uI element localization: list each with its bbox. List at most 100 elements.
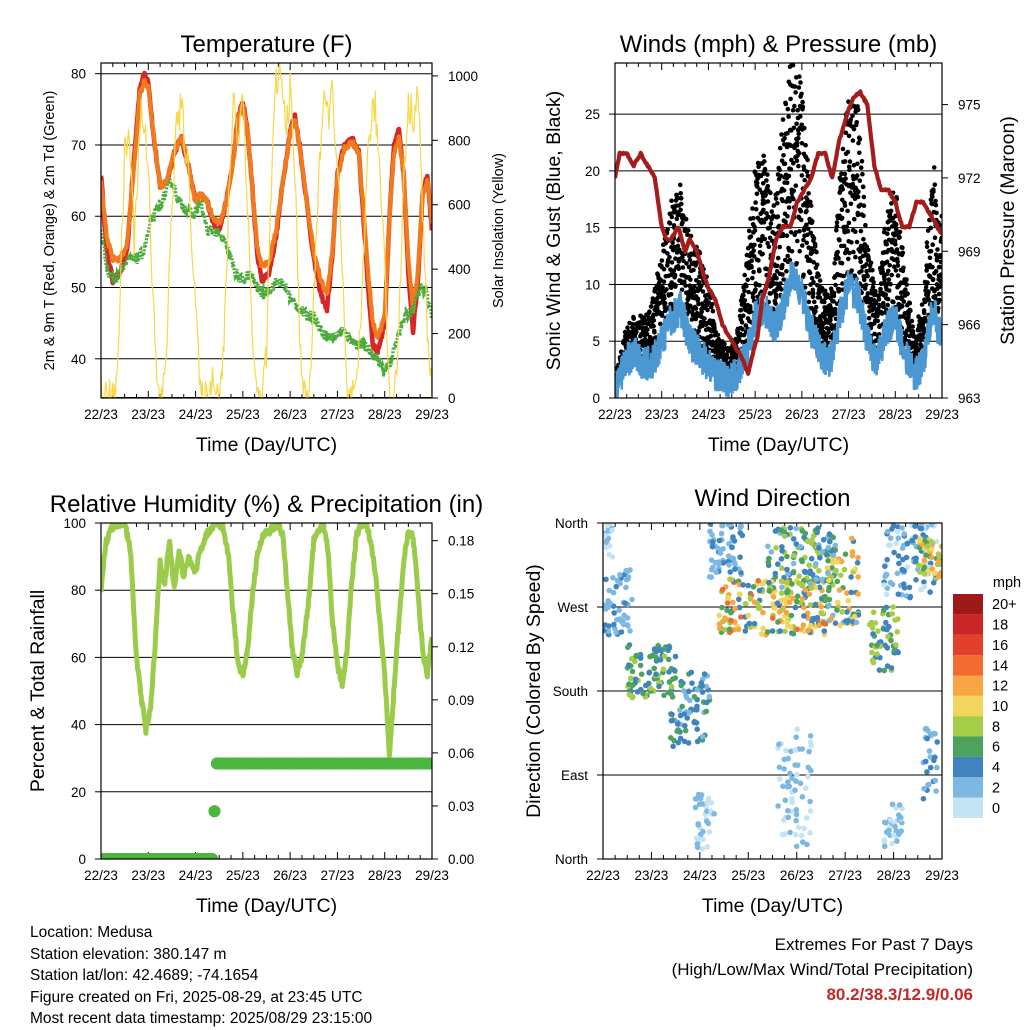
y-tick-label: 15 bbox=[585, 221, 600, 236]
gust-point bbox=[861, 213, 866, 219]
direction-point bbox=[704, 699, 710, 706]
gust-point bbox=[801, 272, 806, 278]
direction-point bbox=[782, 797, 789, 804]
direction-point bbox=[892, 823, 898, 830]
direction-point bbox=[790, 595, 796, 601]
direction-point bbox=[704, 800, 711, 806]
gust-point bbox=[859, 158, 865, 164]
gust-point bbox=[886, 288, 892, 293]
gust-point bbox=[805, 226, 811, 232]
gust-point bbox=[693, 316, 699, 322]
direction-point bbox=[790, 569, 797, 575]
gust-point bbox=[803, 142, 808, 148]
direction-point bbox=[722, 617, 728, 623]
direction-point bbox=[779, 565, 785, 571]
direction-point bbox=[881, 582, 887, 588]
direction-point bbox=[819, 576, 825, 583]
gust-point bbox=[793, 230, 799, 235]
direction-point bbox=[668, 735, 674, 741]
gust-point bbox=[787, 257, 793, 263]
direction-point bbox=[716, 612, 723, 619]
gust-point bbox=[853, 254, 858, 260]
direction-point bbox=[870, 609, 877, 616]
direction-point bbox=[701, 671, 708, 677]
direction-point bbox=[855, 574, 861, 580]
gust-point bbox=[939, 235, 942, 240]
gust-point bbox=[888, 281, 893, 287]
gust-point bbox=[865, 291, 871, 296]
gust-point bbox=[885, 302, 890, 308]
direction-point bbox=[781, 766, 787, 772]
plot-border bbox=[614, 62, 943, 399]
gust-point bbox=[930, 264, 935, 270]
gust-point bbox=[751, 215, 756, 221]
x-tick-label: 29/23 bbox=[925, 407, 959, 422]
gust-point bbox=[928, 248, 934, 254]
gust-point bbox=[895, 273, 901, 278]
y-tick-label: 20 bbox=[585, 164, 600, 179]
direction-point bbox=[625, 644, 631, 651]
direction-point bbox=[674, 728, 680, 734]
gust-point bbox=[705, 307, 710, 313]
gust-point bbox=[761, 153, 766, 159]
direction-point bbox=[920, 532, 926, 538]
gust-point bbox=[813, 304, 819, 310]
gust-point bbox=[934, 210, 939, 216]
direction-point bbox=[657, 657, 664, 663]
gust-point bbox=[709, 301, 715, 307]
chart-title: Relative Humidity (%) & Precipitation (i… bbox=[50, 491, 483, 518]
direction-point bbox=[613, 583, 620, 590]
gust-point bbox=[645, 327, 650, 332]
direction-point bbox=[920, 795, 927, 802]
direction-point bbox=[792, 604, 799, 611]
direction-point bbox=[837, 622, 843, 629]
y-tick-label: 0 bbox=[592, 391, 600, 406]
latlon-text: Station lat/lon: 42.4689; -74.1654 bbox=[30, 967, 259, 984]
direction-point bbox=[772, 570, 779, 577]
gust-point bbox=[890, 224, 895, 229]
gust-point bbox=[889, 201, 894, 206]
direction-point bbox=[611, 610, 617, 616]
series-group bbox=[101, 63, 432, 398]
gust-point bbox=[861, 194, 867, 200]
series-insolation-line bbox=[101, 63, 432, 398]
x-tick-label: 26/23 bbox=[273, 407, 307, 422]
direction-point bbox=[778, 578, 785, 584]
direction-point bbox=[640, 690, 646, 697]
x-tick-label: 29/23 bbox=[415, 868, 449, 883]
y2-tick-label: 972 bbox=[958, 171, 981, 186]
direction-point bbox=[789, 581, 795, 587]
gust-point bbox=[773, 301, 778, 306]
gust-point bbox=[783, 101, 789, 107]
gust-point bbox=[794, 121, 799, 127]
direction-point bbox=[883, 619, 889, 626]
direction-point bbox=[778, 590, 785, 596]
gust-point bbox=[828, 317, 833, 323]
gust-point bbox=[669, 260, 675, 265]
series-group bbox=[101, 523, 432, 859]
direction-point bbox=[893, 540, 900, 546]
direction-point bbox=[799, 596, 806, 602]
direction-point bbox=[603, 539, 610, 546]
gust-point bbox=[900, 303, 905, 309]
gust-point bbox=[775, 191, 780, 196]
direction-point bbox=[830, 559, 836, 566]
direction-point bbox=[787, 829, 793, 836]
gust-point bbox=[668, 267, 673, 272]
direction-point bbox=[651, 665, 657, 672]
direction-point bbox=[751, 620, 758, 627]
direction-point bbox=[785, 570, 791, 577]
direction-point bbox=[891, 549, 897, 556]
direction-point bbox=[921, 785, 927, 792]
gust-point bbox=[742, 288, 747, 294]
direction-point bbox=[807, 808, 814, 814]
direction-point bbox=[785, 807, 791, 814]
direction-point bbox=[845, 597, 851, 604]
gust-point bbox=[886, 268, 891, 274]
direction-point bbox=[728, 617, 734, 624]
direction-point bbox=[815, 525, 821, 531]
gust-point bbox=[875, 318, 880, 324]
extremes-title: Extremes For Past 7 Days bbox=[774, 935, 973, 954]
chart-panel-3: Wind Direction 22/23 23/23 24/23 25/23 26/23 2… bbox=[523, 485, 959, 917]
gust-point bbox=[746, 228, 752, 234]
